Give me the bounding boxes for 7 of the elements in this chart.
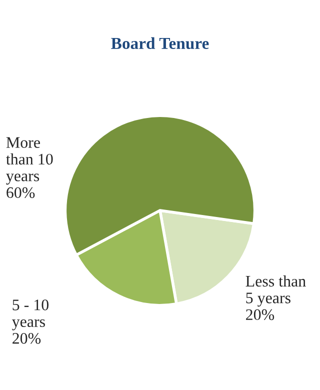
slice-label: Less than 5 years [246,275,306,307]
data-label: 20% [12,332,41,344]
slice-label: 5 - 10 years [12,300,49,330]
data-label: 60% [6,187,35,198]
slice-label: More than 10 years [6,137,53,185]
chart-title: Board Tenure [111,37,209,50]
data-label: 20% [246,309,274,320]
